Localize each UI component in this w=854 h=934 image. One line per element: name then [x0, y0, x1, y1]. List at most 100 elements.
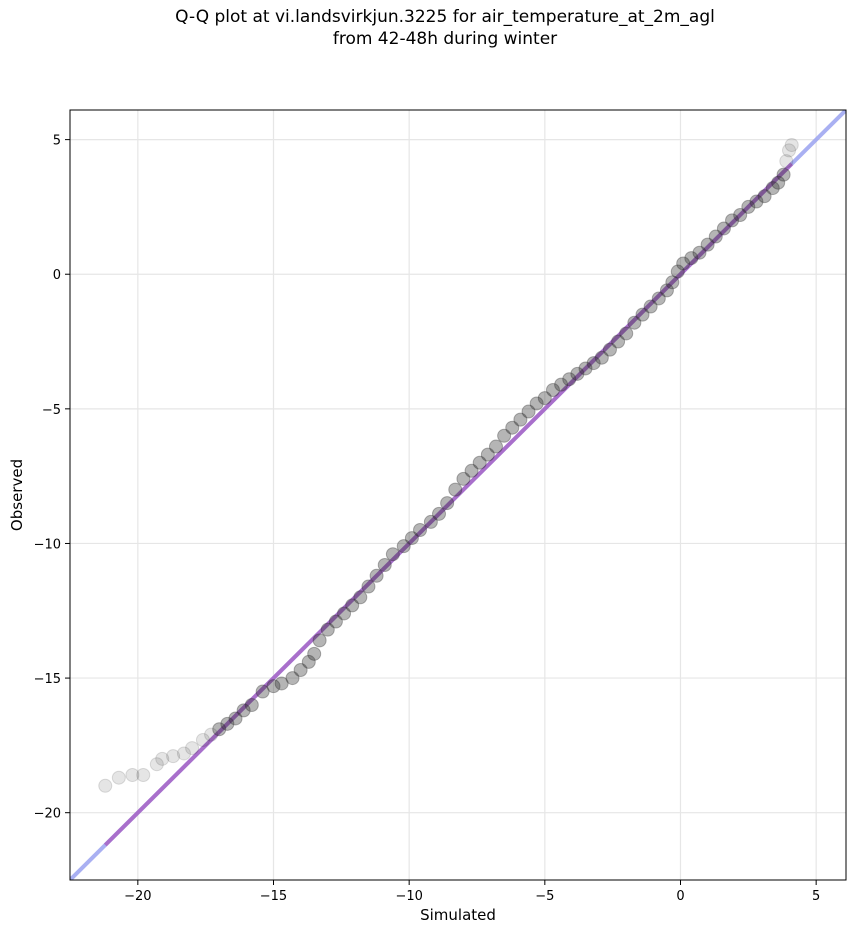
- chart-title-line-2: from 42-48h during winter: [332, 29, 558, 49]
- data-point: [369, 568, 384, 583]
- data-point: [545, 383, 560, 397]
- chart-title: Q-Q plot at vi.landsvirkjun.3225 for air…: [0, 6, 854, 50]
- data-point: [228, 711, 243, 726]
- data-point: [307, 646, 322, 661]
- y-tick-label: −10: [34, 537, 61, 552]
- data-point: [776, 167, 791, 182]
- data-point: [529, 396, 544, 411]
- data-point: [176, 746, 191, 761]
- data-point: [765, 181, 780, 196]
- x-tick-label: −15: [260, 889, 287, 904]
- data-point: [716, 221, 731, 236]
- data-point: [220, 716, 235, 731]
- data-point: [413, 523, 428, 537]
- data-point: [266, 679, 281, 694]
- y-tick-label: −20: [34, 807, 61, 822]
- data-point: [136, 768, 151, 782]
- data-point: [521, 404, 536, 419]
- data-point: [312, 633, 327, 648]
- y-tick-label: −5: [42, 403, 61, 418]
- data-point: [725, 213, 740, 228]
- grid: [70, 110, 846, 880]
- data-point: [643, 299, 658, 314]
- data-point: [212, 722, 227, 737]
- data-point: [771, 175, 786, 190]
- data-point: [274, 676, 289, 691]
- data-point: [125, 768, 140, 782]
- y-tick-label: −15: [34, 672, 61, 687]
- data-point: [285, 671, 300, 686]
- data-point: [782, 143, 797, 158]
- x-tick-label: 5: [812, 889, 820, 904]
- data-point: [586, 356, 601, 371]
- data-point: [757, 189, 772, 204]
- y-tick-label: 5: [53, 134, 61, 149]
- data-point: [255, 684, 270, 699]
- data-point: [635, 307, 650, 322]
- data-point: [195, 733, 210, 747]
- data-point: [456, 471, 471, 486]
- data-point: [619, 326, 634, 341]
- data-point: [337, 606, 352, 621]
- data-point: [784, 138, 799, 152]
- plot-frame: [69, 109, 847, 881]
- data-point: [700, 237, 715, 252]
- data-point: [149, 757, 164, 772]
- points: [98, 138, 799, 793]
- data-point: [505, 420, 520, 435]
- ticks: −20 −15 −10 −5 0 5 −20 −15 −10 −5 0 5: [34, 134, 821, 904]
- data-point: [651, 291, 666, 306]
- data-point: [472, 455, 487, 470]
- data-point: [602, 342, 617, 357]
- data-point: [98, 778, 113, 793]
- data-point: [684, 251, 699, 266]
- data-point: [464, 463, 479, 478]
- data-point: [301, 654, 316, 669]
- data-point: [385, 547, 400, 562]
- y-axis-label: Observed: [8, 459, 26, 531]
- data-point: [513, 412, 528, 427]
- data-point: [611, 334, 626, 349]
- data-point: [423, 514, 438, 529]
- data-point: [708, 229, 723, 244]
- data-point: [185, 741, 200, 756]
- data-point: [480, 447, 495, 462]
- data-point: [432, 506, 447, 521]
- data-point: [594, 350, 609, 365]
- data-point: [562, 372, 577, 387]
- data-point: [328, 614, 343, 629]
- data-point: [488, 439, 503, 454]
- data-point: [204, 727, 219, 742]
- y-tick-label: 0: [53, 268, 61, 283]
- data-point: [448, 482, 463, 497]
- data-point: [659, 283, 674, 298]
- data-point: [692, 245, 707, 260]
- data-point: [749, 194, 764, 209]
- data-point: [665, 275, 680, 290]
- data-point: [627, 315, 642, 330]
- data-point: [440, 496, 455, 511]
- data-point: [353, 590, 368, 605]
- data-point: [733, 208, 748, 222]
- x-axis-label: Simulated: [420, 906, 496, 924]
- lines: [70, 110, 846, 880]
- data-point: [244, 698, 259, 712]
- x-tick-label: −20: [124, 889, 151, 904]
- data-point: [676, 256, 691, 271]
- data-point: [155, 751, 170, 766]
- data-point: [345, 598, 360, 613]
- data-point: [236, 703, 251, 718]
- data-point: [741, 199, 756, 214]
- x-tick-label: −5: [535, 889, 554, 904]
- data-point: [396, 539, 411, 554]
- chart-title-line-1: Q-Q plot at vi.landsvirkjun.3225 for air…: [175, 7, 715, 27]
- fit-line: [103, 162, 794, 847]
- data-point: [111, 770, 126, 785]
- data-point: [670, 264, 685, 279]
- data-point: [320, 622, 335, 637]
- data-point: [377, 558, 392, 572]
- data-point: [166, 749, 181, 764]
- data-point: [293, 663, 308, 677]
- data-point: [361, 579, 376, 594]
